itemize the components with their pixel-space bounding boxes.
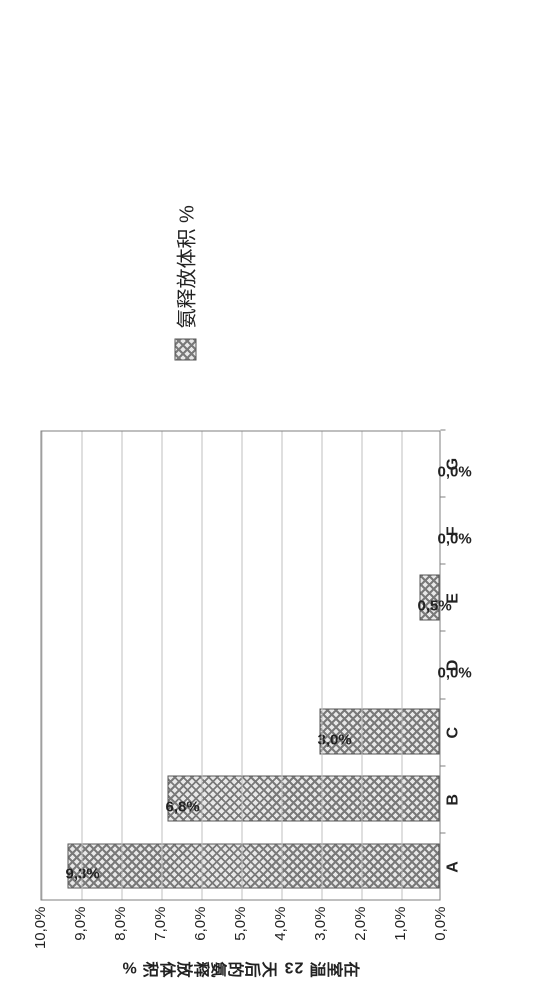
x-tick-label: G	[444, 441, 462, 487]
gridline	[41, 431, 42, 899]
bar-slot: 6,8%	[39, 775, 439, 821]
x-tick-label: E	[444, 575, 462, 621]
bar-slot: 0,0%	[39, 507, 439, 553]
bar-value-label: 6,8%	[165, 798, 199, 815]
y-tick-label: 2,0%	[352, 906, 369, 966]
y-tick-label: 4,0%	[272, 906, 289, 966]
gridline	[281, 431, 282, 899]
bars-layer: 9,3% 6,8% 3,0% 0,0% 0,5% 0,0% 0,0%	[41, 431, 439, 899]
gridline	[161, 431, 162, 899]
bar	[167, 775, 439, 821]
bar-slot: 0,0%	[39, 440, 439, 486]
gridline	[401, 431, 402, 899]
gridline	[121, 431, 122, 899]
legend-swatch-icon	[174, 338, 196, 360]
gridline	[81, 431, 82, 899]
x-tick-mark	[440, 429, 445, 430]
y-tick-label: 1,0%	[392, 906, 409, 966]
gridline	[241, 431, 242, 899]
x-tick-label: A	[444, 843, 462, 889]
x-tick-mark	[440, 698, 445, 699]
legend: 氨释放体积 %	[170, 205, 199, 360]
x-tick-label: C	[444, 709, 462, 755]
chart-container: 在室温 23 天后的氨释放体积 % 9,3%6,8%3,0%0,0%0,5%0,…	[0, 0, 537, 1000]
x-tick-mark	[440, 765, 445, 766]
bar-slot: 3,0%	[39, 708, 439, 754]
y-tick-label: 8,0%	[112, 906, 129, 966]
bar-slot: 9,3%	[39, 843, 439, 889]
bar	[67, 843, 439, 889]
gridline	[201, 431, 202, 899]
y-tick-label: 5,0%	[232, 906, 249, 966]
y-tick-label: 0,0%	[432, 906, 449, 966]
gridline	[361, 431, 362, 899]
rotated-scene: 在室温 23 天后的氨释放体积 % 9,3%6,8%3,0%0,0%0,5%0,…	[0, 0, 537, 1000]
gridline	[321, 431, 322, 899]
x-tick-label: B	[444, 776, 462, 822]
x-tick-mark	[440, 563, 445, 564]
y-tick-label: 6,0%	[192, 906, 209, 966]
y-tick-label: 9,0%	[72, 906, 89, 966]
y-tick-label: 10,0%	[32, 906, 49, 966]
x-tick-mark	[440, 630, 445, 631]
y-tick-label: 7,0%	[152, 906, 169, 966]
plot-area: 9,3% 6,8% 3,0% 0,0% 0,5% 0,0% 0,0%	[40, 430, 440, 900]
x-tick-label: F	[444, 508, 462, 554]
x-tick-mark	[440, 496, 445, 497]
y-tick-label: 3,0%	[312, 906, 329, 966]
bar-slot: 0,5%	[39, 574, 439, 620]
x-tick-mark	[440, 832, 445, 833]
bar-slot: 0,0%	[39, 641, 439, 687]
x-tick-label: D	[444, 642, 462, 688]
legend-label: 氨释放体积 %	[170, 205, 199, 328]
